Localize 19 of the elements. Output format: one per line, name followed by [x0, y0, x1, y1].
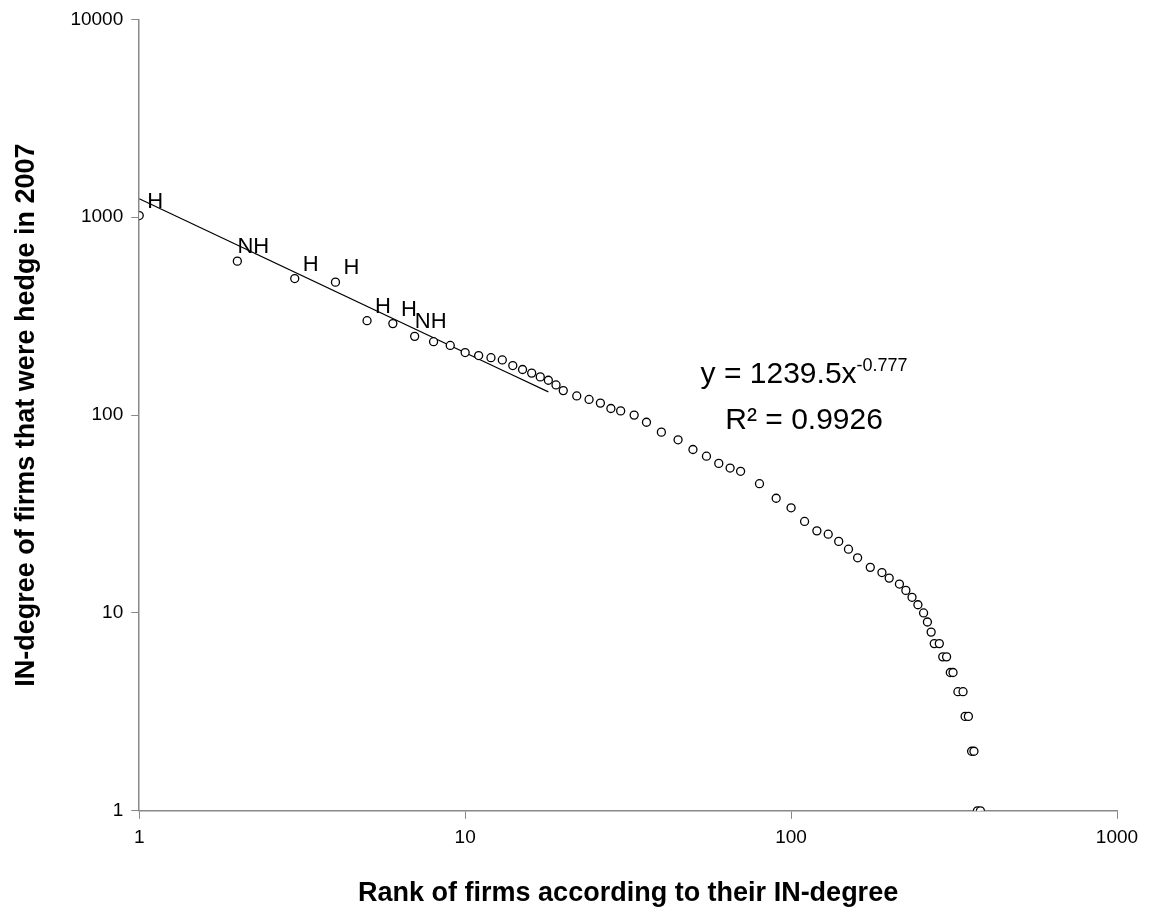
y-tick-label: 1 — [112, 799, 124, 821]
annotation: H — [302, 250, 319, 276]
y-tick-label: 100 — [91, 403, 124, 425]
annotation: NH — [414, 308, 447, 334]
y-tick-label: 10 — [102, 601, 124, 623]
x-tick-label: 1 — [133, 826, 145, 848]
annotation: H — [375, 292, 391, 318]
x-tick-label: 100 — [775, 826, 807, 848]
y-axis-title: IN-degree of firms that were hedge in 2007 — [9, 143, 40, 687]
x-axis-title: Rank of firms according to their IN-degree — [358, 877, 899, 908]
annotation: H — [147, 187, 164, 213]
annotation: NH — [237, 233, 270, 259]
y-tick-label: 1000 — [80, 205, 124, 227]
y-tick-label: 10000 — [70, 7, 124, 29]
x-tick-label: 1000 — [1095, 826, 1139, 848]
annotation: H — [343, 254, 360, 280]
x-tick-label: 10 — [454, 826, 476, 848]
annotation: R² = 0.9926 — [725, 402, 883, 436]
annotation: H — [400, 295, 417, 321]
